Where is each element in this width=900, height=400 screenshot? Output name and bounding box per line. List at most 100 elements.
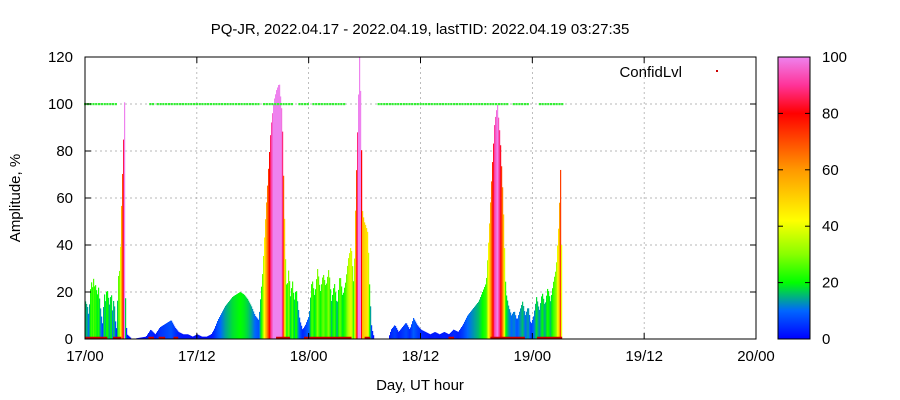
confidence-point (439, 103, 442, 106)
amplitude-column (151, 330, 153, 339)
amplitude-column (233, 296, 235, 339)
amplitude-column (313, 288, 315, 339)
amplitude-column (130, 337, 132, 339)
confidence-point (285, 103, 288, 106)
amplitude-column (449, 333, 451, 339)
amplitude-column (358, 94, 360, 339)
legend-label-confidlvl: ConfidLvl (619, 64, 682, 81)
amplitude-column (552, 288, 554, 339)
amplitude-column (450, 332, 452, 339)
confidence-point (467, 103, 470, 106)
amplitude-column (554, 276, 556, 339)
amplitude-column (316, 279, 318, 339)
legend-marker-confidlvl (716, 70, 718, 72)
amplitude-column (119, 270, 121, 339)
confidence-point (184, 103, 187, 106)
confidence-point (552, 103, 555, 106)
amplitude-column (522, 301, 524, 339)
confidence-point (549, 103, 553, 106)
amplitude-column (559, 202, 561, 339)
amplitude-column (302, 329, 304, 339)
amplitude-column (479, 299, 481, 339)
amplitude-column (324, 280, 326, 339)
amplitude-column (421, 329, 423, 339)
amplitude-column (342, 294, 344, 339)
amplitude-column (339, 278, 341, 339)
amplitude-column (205, 336, 207, 339)
amplitude-column (271, 122, 273, 339)
amplitude-column (400, 329, 402, 339)
amplitude-column (497, 105, 499, 339)
amplitude-column (366, 228, 368, 339)
amplitude-column (412, 321, 414, 339)
amplitude-column (546, 295, 548, 339)
amplitude-column (534, 310, 536, 339)
amplitude-column (185, 334, 187, 339)
amplitude-column (525, 315, 527, 339)
amplitude-column (413, 317, 415, 339)
amplitude-column (223, 309, 225, 339)
amplitude-column (504, 248, 506, 339)
amplitude-column (480, 297, 482, 339)
confidence-point (232, 103, 235, 106)
confidence-point (106, 103, 109, 106)
amplitude-column (462, 325, 464, 339)
confidence-point (464, 103, 467, 106)
confidence-point (413, 103, 417, 106)
amplitude-column (249, 302, 251, 339)
y-tick-label: 60 (56, 190, 73, 207)
amplitude-column (149, 331, 151, 339)
amplitude-column (345, 282, 347, 339)
confidence-point (331, 103, 335, 106)
amplitude-column (141, 337, 143, 339)
amplitude-column (290, 296, 292, 339)
confidence-point (165, 103, 168, 106)
confidence-point (201, 103, 204, 106)
amplitude-column (268, 168, 270, 339)
amplitude-column (301, 325, 303, 339)
amplitude-column (120, 246, 122, 339)
amplitude-column (356, 170, 358, 339)
confidence-point (198, 103, 201, 106)
amplitude-column (157, 331, 159, 339)
amplitude-column (86, 303, 88, 339)
amplitude-column (487, 260, 489, 339)
amplitude-column (410, 327, 412, 339)
amplitude-column (508, 305, 510, 339)
amplitude-column (312, 281, 314, 339)
confidence-point (481, 103, 484, 106)
amplitude-column (168, 321, 170, 339)
amplitude-column (127, 334, 129, 339)
amplitude-column (121, 205, 123, 339)
confidence-point (388, 103, 391, 106)
confidence-point (152, 103, 155, 106)
amplitude-column (99, 298, 101, 339)
confidence-point (298, 103, 301, 106)
amplitude-column (125, 298, 127, 339)
confidence-point (240, 103, 243, 106)
amplitude-column (520, 308, 522, 339)
amplitude-column (341, 286, 343, 339)
amplitude-column (92, 287, 94, 339)
amplitude-column (501, 166, 503, 339)
confidence-point (433, 103, 436, 106)
amplitude-column (556, 262, 558, 339)
amplitude-column (104, 294, 106, 339)
confidence-point (408, 103, 411, 106)
amplitude-column (557, 245, 559, 339)
amplitude-column (270, 135, 272, 339)
amplitude-column (213, 330, 215, 339)
amplitude-column (506, 295, 508, 339)
amplitude-column (461, 327, 463, 339)
amplitude-column (315, 289, 317, 339)
amplitude-column (230, 299, 232, 339)
confidence-point (251, 103, 254, 106)
amplitude-column (116, 328, 118, 339)
amplitude-column (117, 300, 119, 339)
amplitude-column (314, 294, 316, 339)
amplitude-column (513, 311, 515, 339)
amplitude-column (541, 296, 543, 339)
confidence-point (229, 103, 232, 106)
amplitude-column (115, 321, 117, 339)
confidence-point (377, 103, 380, 106)
